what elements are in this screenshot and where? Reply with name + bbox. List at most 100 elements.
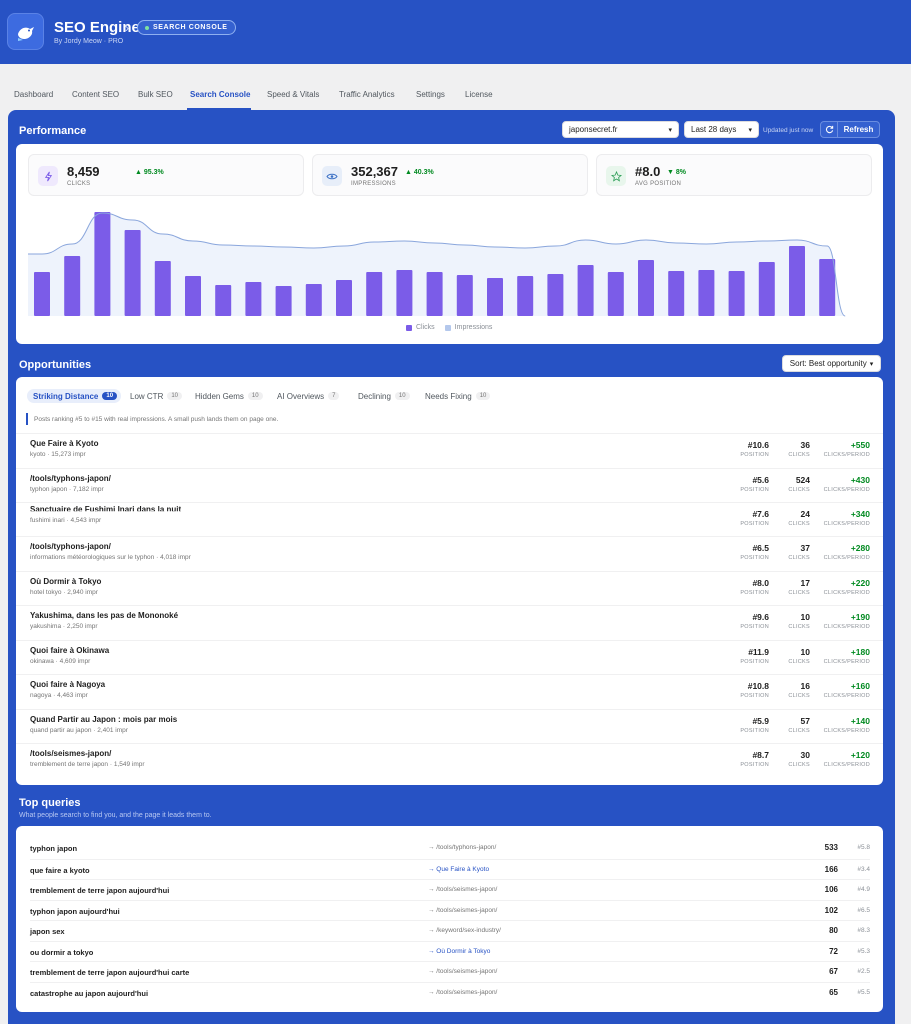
position-label: POSITION [740,659,769,665]
tab-speed-vitals[interactable]: Speed & Vitals [267,90,320,99]
query-clicks: 166 [824,864,838,874]
opportunity-keyword: okinawa · 4,609 impr [30,658,91,665]
gain-stat: +430 CLICKS/PERIOD [812,475,870,493]
clicks-bar[interactable] [668,271,685,316]
kpi-clicks: 8,459 ▲ 95.3% CLICKS [28,154,304,196]
gain-value: +120 [850,750,870,760]
opportunity-title[interactable]: Où Dormir à Tokyo [30,577,102,586]
opportunity-title[interactable]: Yakushima, dans les pas de Mononoké [30,611,179,620]
opp-tab-needs-fixing[interactable]: Needs Fixing 10 [425,389,491,403]
opportunity-title[interactable]: /tools/typhons-japon/ [30,542,111,551]
clicks-bar[interactable] [215,285,232,316]
clicks-bar[interactable] [64,256,81,316]
refresh-button[interactable]: Refresh [820,121,880,138]
clicks-bar[interactable] [547,274,564,316]
kpi-avg-position-label: AVG POSITION [635,181,682,187]
gain-stat: +120 CLICKS/PERIOD [812,750,870,768]
opp-tab-ai-overviews[interactable]: AI Overviews 7 [277,389,340,403]
tab-search-console[interactable]: Search Console [190,90,251,99]
tab-traffic-analytics[interactable]: Traffic Analytics [339,90,395,99]
app-logo[interactable] [7,13,44,50]
clicks-bar[interactable] [275,286,292,316]
landing-page-link[interactable]: → Où Dormir à Tokyo [428,947,491,955]
landing-page-link[interactable]: → /keyword/sex-industry/ [428,927,501,934]
opportunity-row[interactable]: Quand Partir au Japon : mois par mois qua… [16,709,883,743]
clicks-bar[interactable] [789,246,805,316]
clicks-bar[interactable] [305,284,322,316]
opportunity-row[interactable]: Où Dormir à Tokyo hotel tokyo · 2,940 imp… [16,571,883,605]
clicks-bar[interactable] [396,270,413,316]
clicks-stat: 24 CLICKS [776,509,810,527]
opportunity-title[interactable]: Quoi faire à Okinawa [30,646,110,655]
opportunity-title[interactable]: Quand Partir au Japon : mois par mois [30,715,178,724]
opportunity-row[interactable]: Que Faire à Kyoto kyoto · 15,273 impr #10.… [16,433,883,468]
clicks-bar[interactable] [487,278,503,316]
landing-page-link[interactable]: → Que Faire à Kyoto [428,865,490,873]
position-value: #8.7 [752,750,769,760]
position-stat: #9.6 POSITION [711,612,769,630]
chevron-down-icon: ▾ [869,360,874,368]
position-stat: #6.5 POSITION [711,543,769,561]
chart-legend: Clicks Impressions [406,324,492,331]
opp-tab-striking-distance[interactable]: Striking Distance 10 [27,389,122,403]
opportunity-title[interactable]: Quoi faire à Nagoya [30,680,106,689]
clicks-bar[interactable] [638,260,654,316]
opportunity-row[interactable]: Sanctuaire de Fushimi Inari dans la nuit… [16,502,883,536]
landing-page-link[interactable]: → /tools/seismes-japon/ [428,968,498,975]
opp-tab-count: 10 [394,392,410,400]
clicks-bar[interactable] [34,272,50,316]
landing-page-link[interactable]: → /tools/seismes-japon/ [428,988,498,996]
clicks-stat: 57 CLICKS [776,716,810,734]
tab-content-seo[interactable]: Content SEO [72,90,120,99]
tab-dashboard[interactable]: Dashboard [14,90,54,99]
clicks-stat: 17 CLICKS [776,578,810,596]
impressions-line [28,212,846,317]
clicks-bar[interactable] [94,212,111,316]
clicks-bar[interactable] [456,275,473,316]
clicks-bar[interactable] [185,276,201,316]
opportunity-row[interactable]: Yakushima, dans les pas de Mononoké yakus… [16,605,883,640]
opp-tab-low-ctr[interactable]: Low CTR 10 [130,389,183,403]
gain-value: +550 [850,440,870,450]
clicks-bar[interactable] [607,272,624,316]
site-select[interactable]: japonsecret.fr ▾ [562,121,679,138]
opportunity-row[interactable]: Quoi faire à Nagoya nagoya · 4,463 impr #1… [16,674,883,709]
landing-page-link[interactable]: → /tools/seismes-japon/ [428,886,498,893]
query-row: ou dormir a tokyo → Où Dormir à Tokyo 72 #5… [30,940,870,961]
clicks-value: 37 [800,543,810,553]
gain-value: +160 [850,681,870,691]
clicks-bar[interactable] [366,272,383,316]
clicks-bar[interactable] [819,259,836,316]
opportunity-title[interactable]: /tools/seismes-japon/ [30,749,112,758]
clicks-bar[interactable] [426,272,443,316]
clicks-bar[interactable] [517,276,534,316]
opportunity-title[interactable]: Sanctuaire de Fushimi Inari dans la nuit [30,505,182,514]
date-range-select[interactable]: Last 28 days ▾ [684,121,759,138]
tab-bulk-seo[interactable]: Bulk SEO [138,90,173,99]
opportunity-title[interactable]: Que Faire à Kyoto [30,439,99,448]
clicks-bar[interactable] [124,230,141,316]
performance-chart [28,212,846,317]
clicks-bar[interactable] [245,282,262,316]
position-stat: #10.6 POSITION [711,440,769,458]
clicks-bar[interactable] [336,280,352,316]
clicks-bar[interactable] [758,262,775,316]
clicks-bar[interactable] [698,270,715,316]
clicks-bar[interactable] [577,265,594,316]
opportunity-row[interactable]: /tools/seismes-japon/tremblement de terr… [16,743,883,778]
landing-page-link[interactable]: → /tools/seismes-japon/ [428,906,498,914]
opportunity-title[interactable]: /tools/typhons-japon/ [30,474,111,483]
opportunity-row[interactable]: /tools/typhons-japon/informations météor… [16,536,883,571]
tab-license[interactable]: License [465,90,493,99]
clicks-bar[interactable] [728,271,745,316]
opportunity-row[interactable]: Quoi faire à Okinawa okinawa · 4,609 impr… [16,640,883,674]
opp-tab-hidden-gems[interactable]: Hidden Gems 10 [195,389,263,403]
query-clicks: 533 [824,843,838,852]
position-label: POSITION [740,590,769,596]
sort-select[interactable]: Sort: Best opportunity ▾ [782,355,881,372]
landing-page-link[interactable]: → /tools/typhons-japon/ [428,844,497,851]
opportunity-row[interactable]: /tools/typhons-japon/typhon japon · 7,18… [16,468,883,502]
opp-tab-declining[interactable]: Declining 10 [358,389,410,403]
tab-settings[interactable]: Settings [416,90,445,99]
clicks-bar[interactable] [154,261,171,316]
